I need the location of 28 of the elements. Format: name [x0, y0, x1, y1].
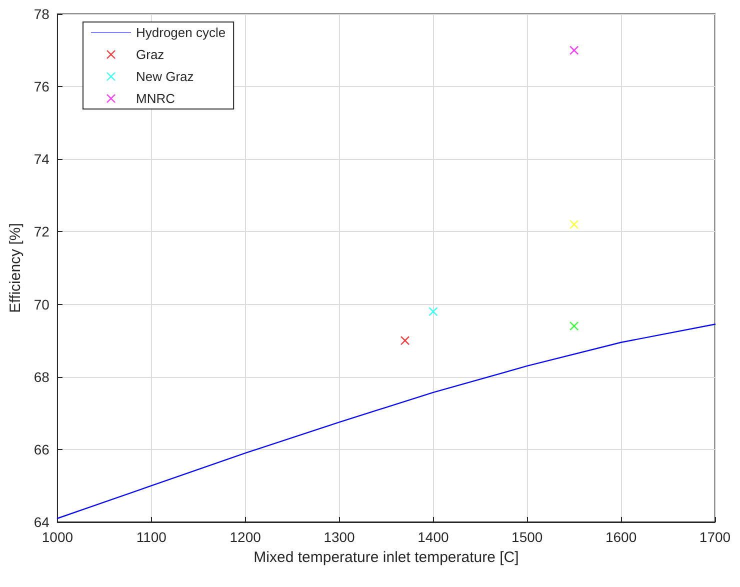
legend-label: New Graz	[136, 69, 194, 84]
x-tick-label: 1300	[324, 529, 356, 545]
point	[570, 321, 579, 331]
point	[570, 220, 579, 230]
legend-label: Hydrogen cycle	[136, 25, 226, 40]
y-tick-label: 68	[34, 368, 50, 385]
x-tick-label: 1500	[512, 529, 543, 545]
y-tick-label: 72	[34, 224, 50, 240]
legend-label: MNRC	[136, 91, 175, 106]
y-tick-label: 70	[34, 296, 50, 312]
x-axis-title: Mixed temperature inlet temperature [C]	[254, 549, 519, 566]
y-tick-label: 76	[34, 78, 50, 95]
x-tick-label: 1000	[42, 529, 74, 545]
x-tick-label: 1400	[418, 529, 449, 545]
x-tick-label: 1100	[136, 529, 167, 545]
y-tick-label: 74	[34, 151, 50, 168]
x-tick-label: 1600	[605, 529, 637, 545]
point	[400, 336, 410, 346]
x-tick-label: 1700	[699, 529, 731, 545]
point	[570, 46, 579, 55]
y-tick-label: 64	[34, 514, 50, 530]
y-tick-label: 78	[34, 6, 50, 22]
x-tick-label: 1200	[230, 529, 262, 545]
legend-label: Graz	[136, 47, 164, 62]
point	[428, 306, 438, 316]
line-series	[56, 324, 716, 519]
y-tick-label: 66	[34, 441, 50, 458]
y-axis-title: Efficiency [%]	[7, 223, 24, 313]
